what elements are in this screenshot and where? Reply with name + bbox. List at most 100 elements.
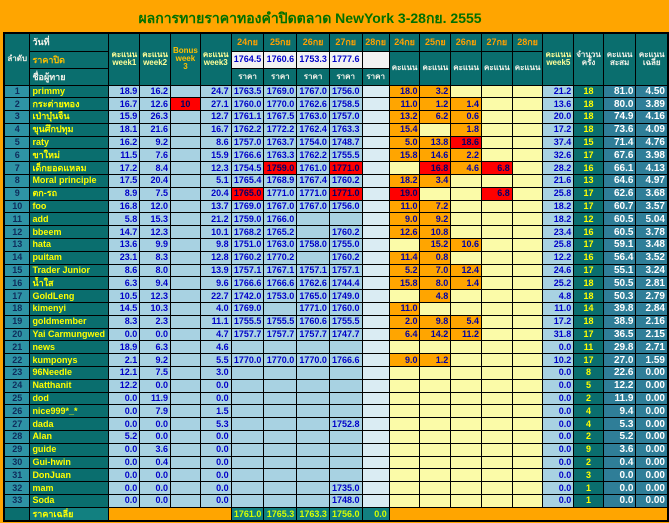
price-cell <box>230 417 265 432</box>
daily-score-cell <box>450 494 482 508</box>
price-cell: 1747.7 <box>328 327 363 342</box>
daily-score-cell <box>450 366 482 380</box>
daily-score-cell <box>480 122 513 137</box>
week5-score-cell: 20.0 <box>542 110 575 124</box>
daily-score-cell <box>511 314 544 329</box>
week1-score-cell: 0.0 <box>108 404 141 419</box>
week1-score-cell: 23.1 <box>108 250 141 265</box>
bonus-cell <box>169 468 201 483</box>
daily-score-cell <box>419 404 452 419</box>
average-price-cell: 1765.3 <box>263 506 298 522</box>
bonus-cell <box>169 340 201 355</box>
predictor-name-cell: bbeem <box>29 225 110 240</box>
predictor-name-cell: น้ำใส <box>29 276 110 291</box>
count-cell: 3 <box>573 468 604 483</box>
average-score-cell: 0.00 <box>635 378 669 393</box>
price-cell <box>361 174 390 188</box>
price-cell: 1767.0 <box>296 199 330 214</box>
daily-score-cell: 18.2 <box>388 174 421 188</box>
footer-void-cell <box>512 507 543 521</box>
header-price-label-28: ราคา <box>361 67 390 86</box>
week1-score-cell: 0.0 <box>108 455 141 470</box>
rank-cell: 28 <box>3 430 31 444</box>
rank-cell: 19 <box>3 314 31 329</box>
header-rank: ลำดับ <box>3 32 31 86</box>
daily-score-cell <box>480 404 513 419</box>
week1-score-cell: 6.3 <box>108 276 141 291</box>
week3-score-cell: 0.0 <box>199 494 232 508</box>
week3-score-cell: 12.3 <box>199 161 232 176</box>
week2-score-cell: 7.9 <box>139 404 171 419</box>
week3-score-cell: 13.7 <box>199 199 232 214</box>
average-score-cell: 2.71 <box>635 340 669 355</box>
week3-score-cell: 24.7 <box>199 84 232 99</box>
price-cell: 1756.0 <box>328 199 363 214</box>
price-cell: 1767.0 <box>296 84 330 99</box>
daily-score-cell: 11.0 <box>388 199 421 214</box>
daily-score-cell <box>388 366 421 380</box>
daily-score-cell <box>480 430 513 444</box>
daily-score-cell <box>511 97 544 112</box>
predictor-name-cell: Natthanit <box>29 378 110 393</box>
average-score-cell: 4.09 <box>635 122 669 137</box>
price-cell <box>361 84 390 99</box>
table-row: 19 goldmember 8.3 2.3 11.1 1755.5 1755.5 1760.6… <box>3 314 669 329</box>
daily-score-cell: 6.4 <box>388 327 421 342</box>
footer-void-cell <box>109 507 140 521</box>
price-cell: 1770.2 <box>263 250 298 265</box>
price-cell: 1767.1 <box>263 263 298 278</box>
price-cell <box>361 135 390 150</box>
daily-score-cell <box>511 174 544 188</box>
daily-score-cell: 14.2 <box>419 327 452 342</box>
price-cell <box>296 391 330 406</box>
daily-score-cell: 10.6 <box>450 238 482 252</box>
price-cell: 1765.0 <box>230 186 265 201</box>
week5-score-cell: 0.0 <box>542 391 575 406</box>
predictor-name-cell: raty <box>29 135 110 150</box>
header-average: คะแนนเฉลี่ย <box>635 32 669 86</box>
week3-score-cell: 1.5 <box>199 404 232 419</box>
price-cell <box>230 442 265 457</box>
rank-cell: 15 <box>3 263 31 278</box>
week3-score-cell: 4.7 <box>199 327 232 342</box>
table-row: 14 puitam 23.1 8.3 12.8 1760.2 1770.2 1760.2 11.… <box>3 250 669 265</box>
daily-score-cell <box>450 199 482 214</box>
week2-score-cell: 8.0 <box>139 263 171 278</box>
average-score-cell: 5.04 <box>635 212 669 227</box>
daily-score-cell <box>450 212 482 227</box>
bonus-cell <box>169 212 201 227</box>
week2-score-cell: 0.0 <box>139 468 171 483</box>
week5-score-cell: 0.0 <box>542 417 575 432</box>
price-cell: 1769.0 <box>230 302 265 316</box>
price-cell: 1768.9 <box>263 174 298 188</box>
average-price-row: ราคาเฉลี่ย 1761.0 1765.3 1763.3 1756.0 0.0 <box>3 506 668 522</box>
price-cell: 1752.8 <box>328 417 363 432</box>
average-score-cell: 3.89 <box>635 97 669 112</box>
rank-cell: 24 <box>3 378 31 393</box>
daily-score-cell: 3.4 <box>419 174 452 188</box>
daily-score-cell <box>450 353 482 368</box>
week1-score-cell: 12.2 <box>108 378 141 393</box>
cumulative-score-cell: 22.6 <box>602 366 637 380</box>
week1-score-cell: 0.0 <box>108 391 141 406</box>
week2-score-cell: 12.3 <box>139 289 171 304</box>
daily-score-cell <box>480 378 513 393</box>
price-cell <box>263 430 298 444</box>
price-cell <box>361 404 390 419</box>
daily-score-cell: 7.2 <box>419 199 452 214</box>
week2-score-cell: 3.6 <box>139 442 171 457</box>
daily-score-cell <box>419 391 452 406</box>
count-cell: 2 <box>573 455 604 470</box>
price-cell: 1755.5 <box>230 314 265 329</box>
price-cell <box>328 212 363 227</box>
daily-score-cell <box>480 174 513 188</box>
rank-cell: 10 <box>3 199 31 214</box>
daily-score-cell <box>450 378 482 393</box>
daily-score-cell: 1.2 <box>419 353 452 368</box>
week1-score-cell: 16.7 <box>108 97 141 112</box>
cumulative-score-cell: 0.4 <box>602 455 637 470</box>
daily-score-cell <box>511 238 544 252</box>
count-cell: 18 <box>573 97 604 112</box>
price-cell <box>296 340 330 355</box>
week3-score-cell: 16.7 <box>199 122 232 137</box>
